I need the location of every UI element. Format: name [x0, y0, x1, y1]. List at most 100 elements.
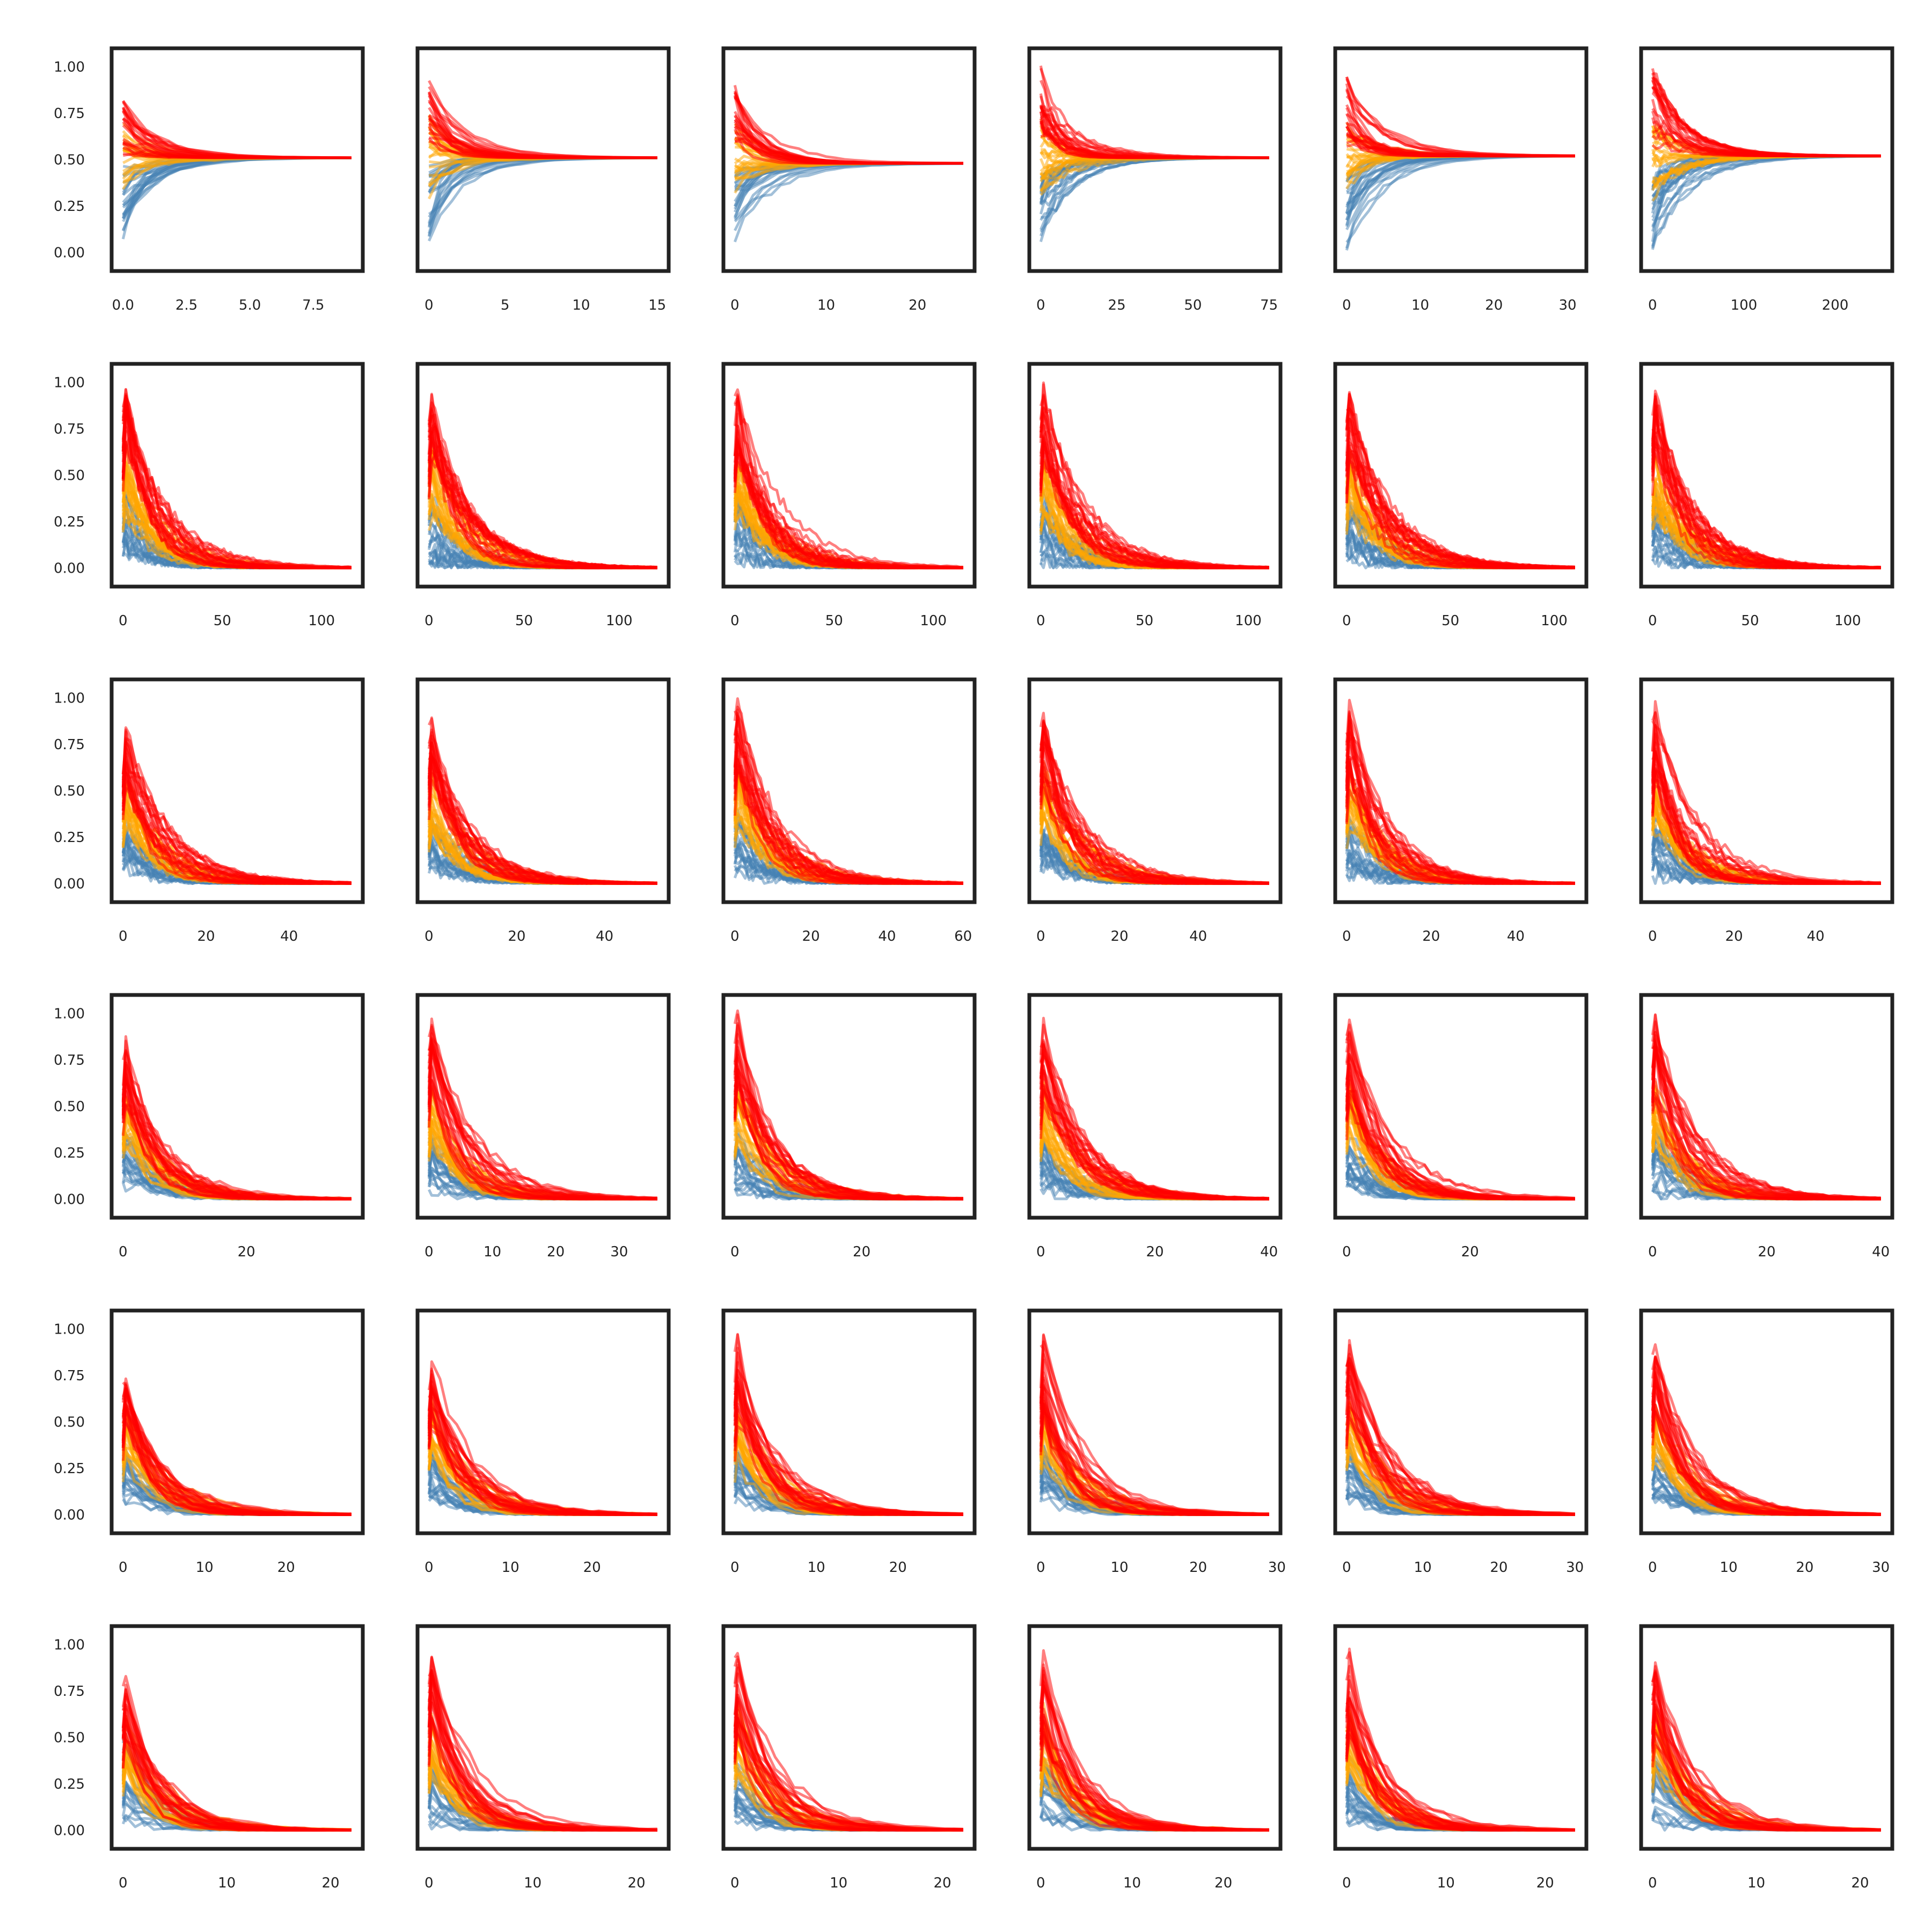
- series-lines: [427, 1018, 657, 1201]
- x-tick-label: 10: [808, 1560, 825, 1576]
- x-tick-label: 0: [1342, 928, 1351, 945]
- panel-frame: [721, 1308, 977, 1535]
- x-tick-label: 30: [1558, 297, 1576, 313]
- red-series-line: [733, 759, 963, 885]
- x-tick-label: 20: [1422, 928, 1440, 945]
- x-tick-label: 20: [197, 928, 215, 945]
- series-lines: [1651, 68, 1881, 250]
- x-tick-label: 50: [1441, 613, 1459, 629]
- red-series-line: [1345, 437, 1575, 569]
- x-tick-label: 0: [119, 928, 128, 945]
- series-lines: [1345, 699, 1575, 885]
- x-tick-label: 0: [425, 1875, 434, 1891]
- series-lines: [1345, 1339, 1575, 1516]
- x-tick-label: 10: [196, 1560, 214, 1576]
- x-tick-label: 0: [1342, 297, 1351, 313]
- panel-r4-c3: 0 10 20 30: [1027, 1308, 1286, 1576]
- red-series-line: [1346, 135, 1575, 157]
- x-tick-label: 15: [648, 297, 666, 313]
- panel-r1-c1: 0 50 100: [415, 362, 671, 629]
- x-tick-label: 5: [501, 297, 510, 313]
- red-series-line: [427, 1701, 657, 1832]
- panel-r5-c4: 0 10 20: [1333, 1624, 1589, 1891]
- x-tick-label: 0: [1648, 1244, 1657, 1260]
- red-series-line: [429, 1048, 657, 1201]
- y-tick-label: 0.50: [54, 1099, 85, 1115]
- panel-frame: [1333, 1624, 1589, 1851]
- x-tick-label: 10: [1110, 1560, 1128, 1576]
- red-series-line: [1345, 407, 1575, 569]
- panel-r2-c4: 0 20 40: [1333, 677, 1589, 945]
- x-tick-label: 40: [596, 928, 613, 945]
- x-tick-label: 50: [1741, 613, 1759, 629]
- x-tick-label: 0: [1648, 928, 1657, 945]
- x-tick-label: 0: [730, 613, 740, 629]
- red-series-line: [733, 1655, 963, 1831]
- series-lines: [121, 388, 352, 569]
- y-tick-label: 0.00: [54, 1191, 85, 1208]
- x-tick-label: 0: [1036, 1244, 1045, 1260]
- x-tick-label: 20: [508, 928, 525, 945]
- panel-r2-c3: 0 20 40: [1027, 677, 1283, 945]
- x-tick-label: 40: [1189, 928, 1207, 945]
- x-tick-label: 10: [572, 297, 590, 313]
- x-tick-label: 20: [1796, 1560, 1813, 1576]
- panel-frame: [1639, 1624, 1894, 1851]
- panel-frame: [415, 677, 671, 904]
- panel-frame: [721, 993, 977, 1220]
- x-tick-label: 0: [1342, 1244, 1351, 1260]
- series-lines: [1039, 381, 1270, 569]
- red-series-line: [122, 146, 352, 159]
- y-tick-label: 1.00: [54, 691, 85, 707]
- x-tick-label: 0: [425, 928, 434, 945]
- series-lines: [733, 1009, 963, 1201]
- panel-r5-c1: 0 10 20: [415, 1624, 671, 1891]
- y-tick-label: 0.75: [54, 106, 85, 122]
- x-tick-label: 0: [1036, 297, 1045, 313]
- red-series-line: [733, 1388, 963, 1516]
- y-tick-label: 0.75: [54, 421, 85, 437]
- red-series-line: [733, 451, 963, 569]
- red-series-line: [1345, 1030, 1575, 1199]
- panel-r3-c4: 0 20: [1333, 993, 1589, 1260]
- x-tick-label: 20: [627, 1875, 645, 1891]
- x-tick-label: 0: [119, 1560, 128, 1576]
- x-tick-label: 30: [610, 1244, 628, 1260]
- panel-frame: [1333, 1308, 1589, 1535]
- x-tick-label: 0: [1036, 613, 1045, 629]
- x-tick-label: 40: [878, 928, 896, 945]
- series-lines: [1345, 76, 1575, 251]
- y-tick-label: 0.00: [54, 1823, 85, 1839]
- x-tick-label: 20: [1485, 297, 1503, 313]
- x-tick-label: 10: [830, 1875, 847, 1891]
- x-tick-label: 0: [730, 928, 740, 945]
- red-series-line: [733, 1046, 963, 1201]
- x-tick-label: 100: [308, 613, 335, 629]
- x-tick-label: 30: [1872, 1560, 1890, 1576]
- y-tick-label: 0.50: [54, 468, 85, 484]
- x-tick-label: 100: [1235, 613, 1262, 629]
- y-tick-label: 1.00: [54, 1637, 85, 1653]
- y-tick-label: 0.00: [54, 876, 85, 892]
- series-lines: [121, 1035, 352, 1201]
- red-series-line: [733, 1694, 963, 1831]
- x-tick-label: 100: [1541, 613, 1568, 629]
- x-tick-label: 30: [1268, 1560, 1286, 1576]
- series-lines: [427, 1360, 657, 1516]
- panel-r4-c5: 0 10 20 30: [1639, 1308, 1894, 1576]
- y-tick-label: 0.50: [54, 1730, 85, 1746]
- panel-frame: [1639, 677, 1894, 904]
- x-tick-label: 0: [425, 613, 434, 629]
- red-series-line: [428, 91, 657, 159]
- y-tick-label: 0.00: [54, 245, 85, 261]
- x-tick-label: 0: [730, 1244, 740, 1260]
- panel-frame: [721, 677, 977, 904]
- panel-frame: [1333, 46, 1589, 273]
- x-tick-label: 20: [1725, 928, 1743, 945]
- x-tick-label: 20: [853, 1244, 870, 1260]
- series-lines: [121, 1377, 352, 1516]
- x-tick-label: 60: [954, 928, 972, 945]
- series-lines: [1345, 391, 1576, 569]
